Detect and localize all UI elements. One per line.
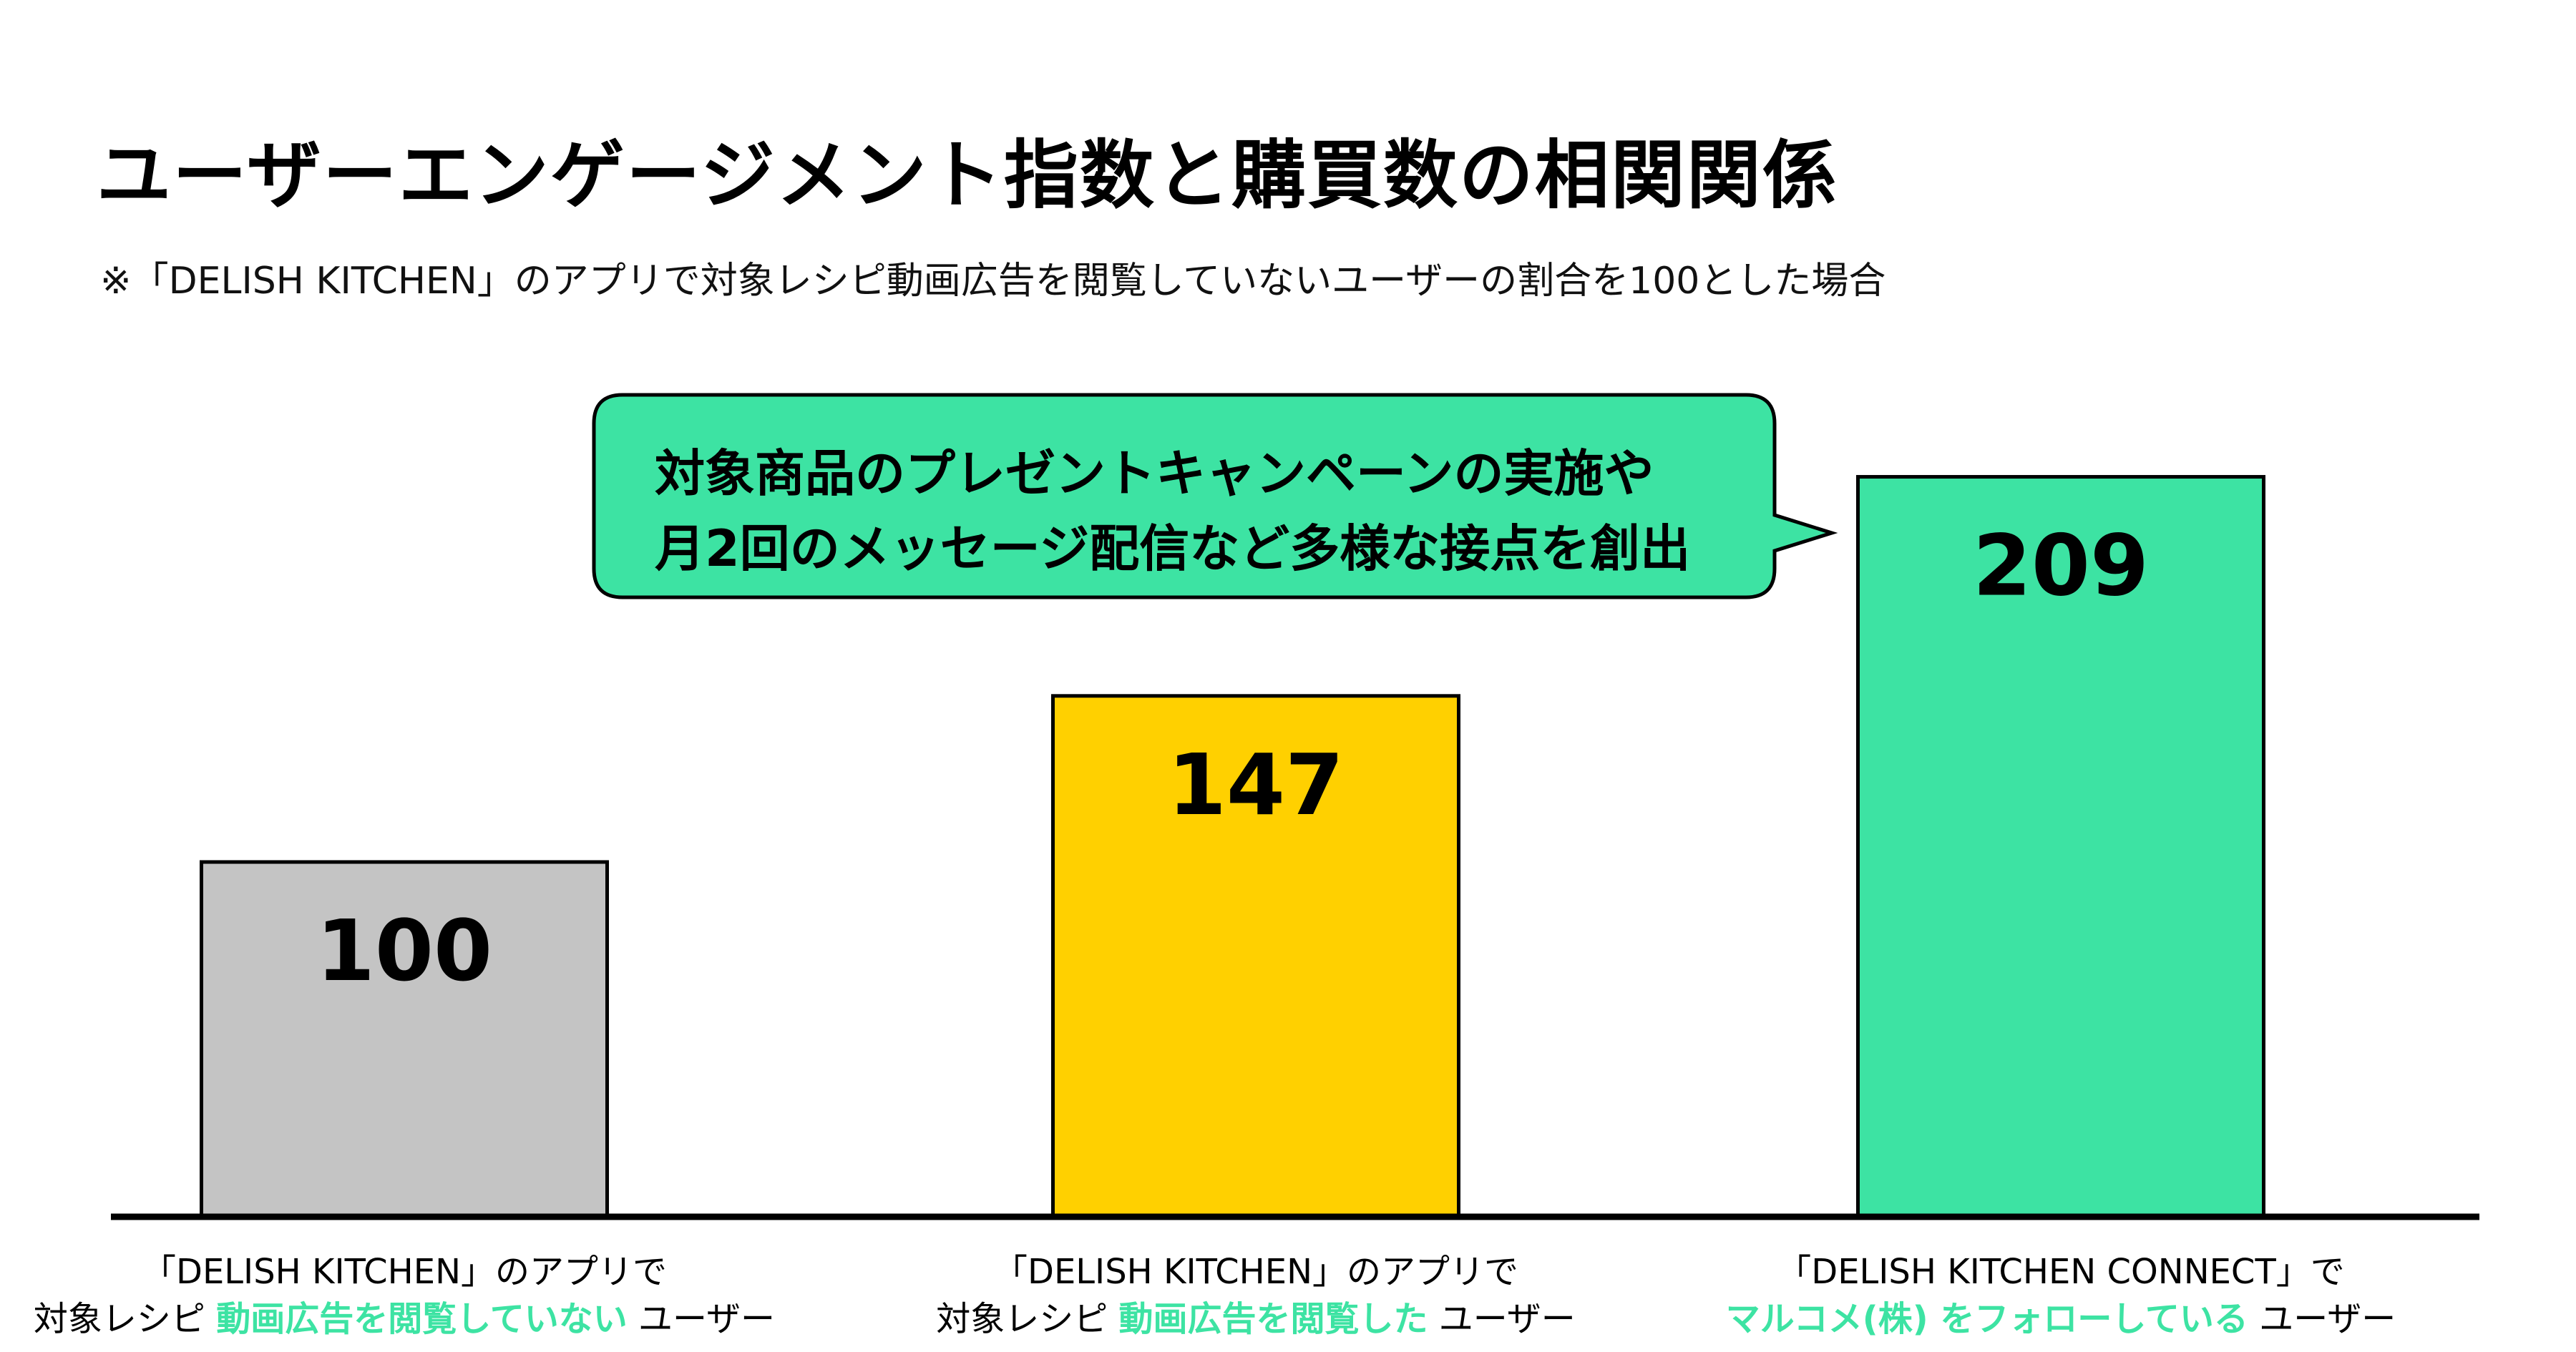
category-label-highlight: 動画広告を閲覧した bbox=[1118, 1299, 1428, 1339]
bars-layer: 100 147 209 bbox=[200, 475, 2265, 1218]
callout-line-2: 月2回のメッセージ配信など多様な接点を創出 bbox=[655, 519, 1691, 578]
callout-layer bbox=[592, 393, 1838, 599]
category-label-highlight: マルコメ(株) をフォローしている bbox=[1725, 1299, 2248, 1339]
category-label-post: ユーザー bbox=[627, 1299, 776, 1339]
category-label-post: ユーザー bbox=[2248, 1299, 2396, 1339]
category-label-line2: 対象レシピ 動画広告を閲覧した ユーザー bbox=[862, 1295, 1649, 1343]
category-label-line1: 「DELISH KITCHEN」のアプリで bbox=[142, 1252, 667, 1292]
category-label-line2: 対象レシピ 動画広告を閲覧していない ユーザー bbox=[11, 1295, 798, 1343]
footnote: ※「DELISH KITCHEN」のアプリで対象レシピ動画広告を閲覧していないユ… bbox=[100, 260, 1886, 303]
category-label-line2: マルコメ(株) をフォローしている ユーザー bbox=[1667, 1295, 2454, 1343]
page-title: ユーザーエンゲージメント指数と購買数の相関関係 bbox=[97, 132, 1838, 219]
category-label-pre: 対象レシピ bbox=[936, 1299, 1119, 1339]
bar-value-label-1: 147 bbox=[1168, 735, 1344, 834]
callout-bubble bbox=[592, 393, 1838, 599]
bar-2 bbox=[1856, 475, 2265, 1218]
category-label-post: ユーザー bbox=[1428, 1299, 1576, 1339]
callout-line-1: 対象商品のプレゼントキャンペーンの実施や bbox=[655, 444, 1654, 503]
category-label-0: 「DELISH KITCHEN」のアプリで 対象レシピ 動画広告を閲覧していない… bbox=[11, 1248, 798, 1343]
category-label-2: 「DELISH KITCHEN CONNECT」で マルコメ(株) をフォローし… bbox=[1667, 1248, 2454, 1343]
callout-text: 対象商品のプレゼントキャンペーンの実施や 月2回のメッセージ配信など多様な接点を… bbox=[655, 436, 1690, 587]
bar-value-label-2: 209 bbox=[1973, 516, 2149, 615]
bar-value-label-0: 100 bbox=[316, 901, 492, 1000]
category-label-pre: 対象レシピ bbox=[33, 1299, 217, 1339]
category-label-line1: 「DELISH KITCHEN CONNECT」で bbox=[1777, 1252, 2345, 1292]
category-label-highlight: 動画広告を閲覧していない bbox=[216, 1299, 628, 1339]
category-label-line1: 「DELISH KITCHEN」のアプリで bbox=[993, 1252, 1518, 1292]
category-label-1: 「DELISH KITCHEN」のアプリで 対象レシピ 動画広告を閲覧した ユー… bbox=[862, 1248, 1649, 1343]
